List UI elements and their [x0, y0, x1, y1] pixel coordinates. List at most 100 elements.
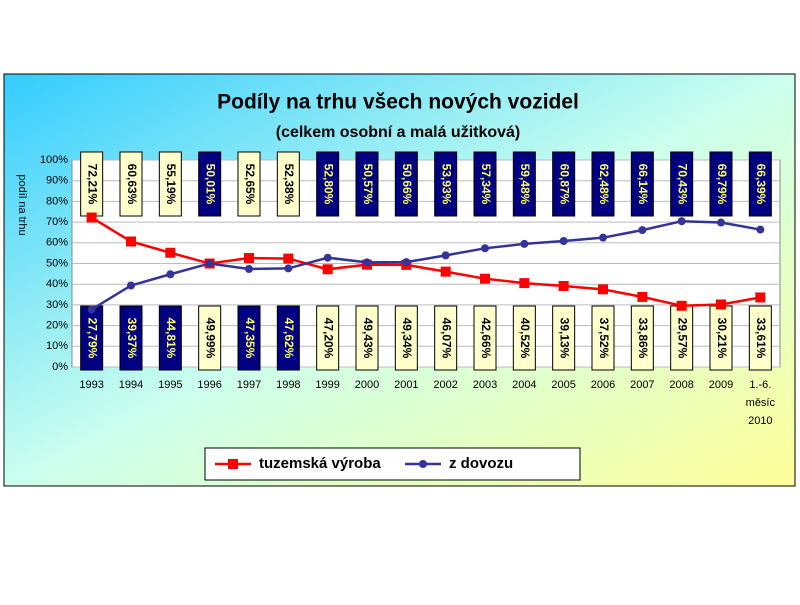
value-label: 39,37% [125, 318, 139, 359]
value-label-box [630, 151, 654, 217]
value-label-box [119, 305, 143, 371]
value-label-box [473, 305, 497, 371]
value-label: 52,65% [243, 164, 257, 205]
x-tick-label: 2009 [709, 379, 733, 391]
marker [323, 253, 332, 262]
value-label-box [434, 151, 458, 217]
value-label: 47,62% [282, 318, 296, 359]
x-tick-label: 1995 [158, 379, 182, 391]
marker [559, 236, 568, 245]
x-tick-label: 1993 [79, 379, 103, 391]
y-tick-label: 0% [52, 361, 68, 373]
value-label-box [748, 151, 772, 217]
value-label: 55,19% [164, 164, 178, 205]
y-tick-label: 40% [46, 278, 68, 290]
marker [166, 270, 175, 279]
x-tick-label: 2007 [630, 379, 654, 391]
value-label-box [158, 305, 182, 371]
value-label: 57,34% [479, 164, 493, 205]
y-tick-label: 20% [46, 320, 68, 332]
value-label: 39,13% [557, 318, 571, 359]
value-label-box [355, 305, 379, 371]
value-label-box [748, 305, 772, 371]
marker [716, 299, 726, 310]
value-label-box [552, 151, 576, 217]
value-label-box [512, 151, 536, 217]
x-tick-label: 1998 [276, 379, 300, 391]
marker [480, 273, 490, 284]
marker [205, 259, 214, 268]
value-label: 42,66% [479, 318, 493, 359]
marker [558, 281, 569, 292]
value-label: 53,93% [439, 164, 453, 205]
y-tick-label: 70% [46, 216, 68, 228]
marker [126, 236, 136, 247]
value-label: 44,81% [164, 318, 178, 359]
x-tick-label: 1994 [119, 379, 143, 391]
value-label-box [591, 305, 615, 371]
value-label: 33,61% [754, 318, 768, 359]
y-tick-label: 80% [46, 195, 68, 207]
value-label: 60,63% [125, 164, 139, 205]
marker [676, 300, 687, 311]
marker [717, 218, 725, 227]
value-label: 49,34% [400, 318, 414, 359]
marker [520, 239, 529, 248]
marker [638, 226, 647, 235]
value-label-box [276, 151, 300, 217]
marker [637, 291, 648, 302]
y-axis-title: podíl na trhu [16, 174, 28, 235]
value-label: 52,38% [282, 164, 296, 205]
value-label: 47,20% [321, 318, 335, 359]
legend-label: tuzemská výroba [259, 455, 381, 472]
marker [402, 258, 411, 267]
x-tick-label: 2004 [512, 379, 536, 391]
marker [87, 305, 96, 314]
value-label: 52,80% [321, 164, 335, 205]
marker [322, 264, 333, 275]
value-label: 66,39% [754, 164, 768, 205]
series-line [91, 216, 761, 308]
marker [440, 266, 451, 277]
legend [204, 447, 581, 481]
value-label: 49,43% [361, 318, 375, 359]
y-tick-label: 30% [46, 299, 68, 311]
y-tick-label: 10% [46, 340, 68, 352]
x-tick-label: 2003 [473, 379, 497, 391]
series-line [91, 219, 761, 311]
value-label-box [316, 305, 340, 371]
value-label: 29,57% [675, 318, 689, 359]
value-label: 30,21% [715, 318, 729, 359]
marker [519, 278, 530, 289]
x-tick-label: 2006 [591, 379, 615, 391]
value-label-box [473, 151, 497, 217]
value-label: 47,35% [243, 318, 257, 359]
x-tick-label: 2005 [551, 379, 575, 391]
value-label-box [394, 151, 418, 217]
x-tick-label: 2001 [394, 379, 418, 391]
value-label: 50,66% [400, 164, 414, 205]
value-label: 72,21% [85, 164, 99, 205]
x-tick-label: 1999 [315, 379, 339, 391]
value-label-box [670, 151, 694, 217]
value-label: 50,01% [203, 164, 217, 205]
value-label-box [237, 151, 261, 217]
value-label: 50,57% [361, 164, 375, 205]
value-label-box [119, 151, 143, 217]
marker [755, 292, 766, 303]
x-tick-label: 1.-6. měsíc 2010 [746, 379, 776, 427]
value-label: 33,86% [636, 318, 650, 359]
marker [86, 212, 97, 223]
value-label-box [630, 305, 654, 371]
x-tick-label: 2002 [433, 379, 457, 391]
value-label: 59,48% [518, 164, 532, 205]
marker [481, 244, 489, 253]
marker [441, 251, 450, 260]
legend-marker [228, 459, 238, 469]
marker [598, 284, 608, 295]
y-tick-label: 50% [46, 257, 68, 269]
value-label-box [276, 305, 300, 371]
value-label: 70,43% [675, 164, 689, 205]
value-label: 62,48% [597, 164, 611, 205]
